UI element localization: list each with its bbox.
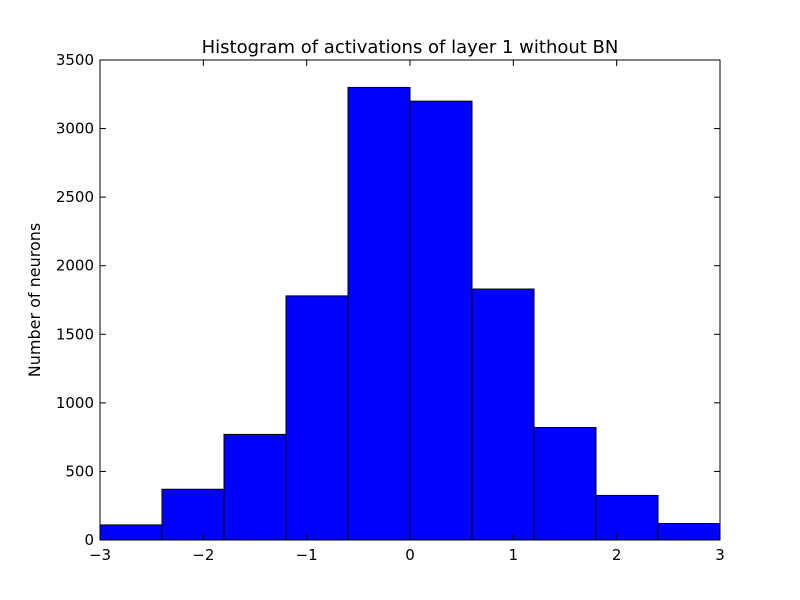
- y-tick-label: 2000: [56, 257, 94, 275]
- histogram-bar: [471, 288, 535, 541]
- x-tick-label: 1: [509, 546, 519, 564]
- x-tick-label: 3: [715, 546, 725, 564]
- histogram-bar: [657, 523, 721, 541]
- chart-title: Histogram of activations of layer 1 with…: [202, 37, 619, 58]
- histogram-bar: [99, 524, 163, 541]
- plot-frame: [99, 59, 721, 541]
- y-tick-label: 1500: [56, 325, 94, 343]
- x-tick-label: 0: [405, 546, 415, 564]
- y-tick-label: 0: [84, 531, 94, 549]
- histogram-bar: [285, 295, 349, 541]
- histogram-bar: [161, 488, 225, 541]
- x-tick-label: 2: [612, 546, 622, 564]
- x-tick-label: −2: [192, 546, 214, 564]
- histogram-bar: [533, 427, 597, 541]
- histogram-bar: [409, 100, 473, 541]
- y-tick-label: 2500: [56, 188, 94, 206]
- y-tick-label: 3500: [56, 51, 94, 69]
- x-tick-label: −3: [89, 546, 111, 564]
- histogram-bar: [595, 494, 659, 541]
- bars-group: [99, 86, 721, 541]
- ticks-group: −3 −2 −1 0 1 2 3 0 500 1000 1500 2000 2500 3000 3500: [56, 51, 725, 564]
- y-tick-label: 1000: [56, 394, 94, 412]
- y-tick-label: 500: [65, 462, 94, 480]
- y-tick-label: 3000: [56, 120, 94, 138]
- histogram-bar: [223, 433, 287, 541]
- x-tick-label: −1: [296, 546, 318, 564]
- y-axis-label: Number of neurons: [25, 223, 44, 377]
- histogram-bar: [347, 86, 411, 541]
